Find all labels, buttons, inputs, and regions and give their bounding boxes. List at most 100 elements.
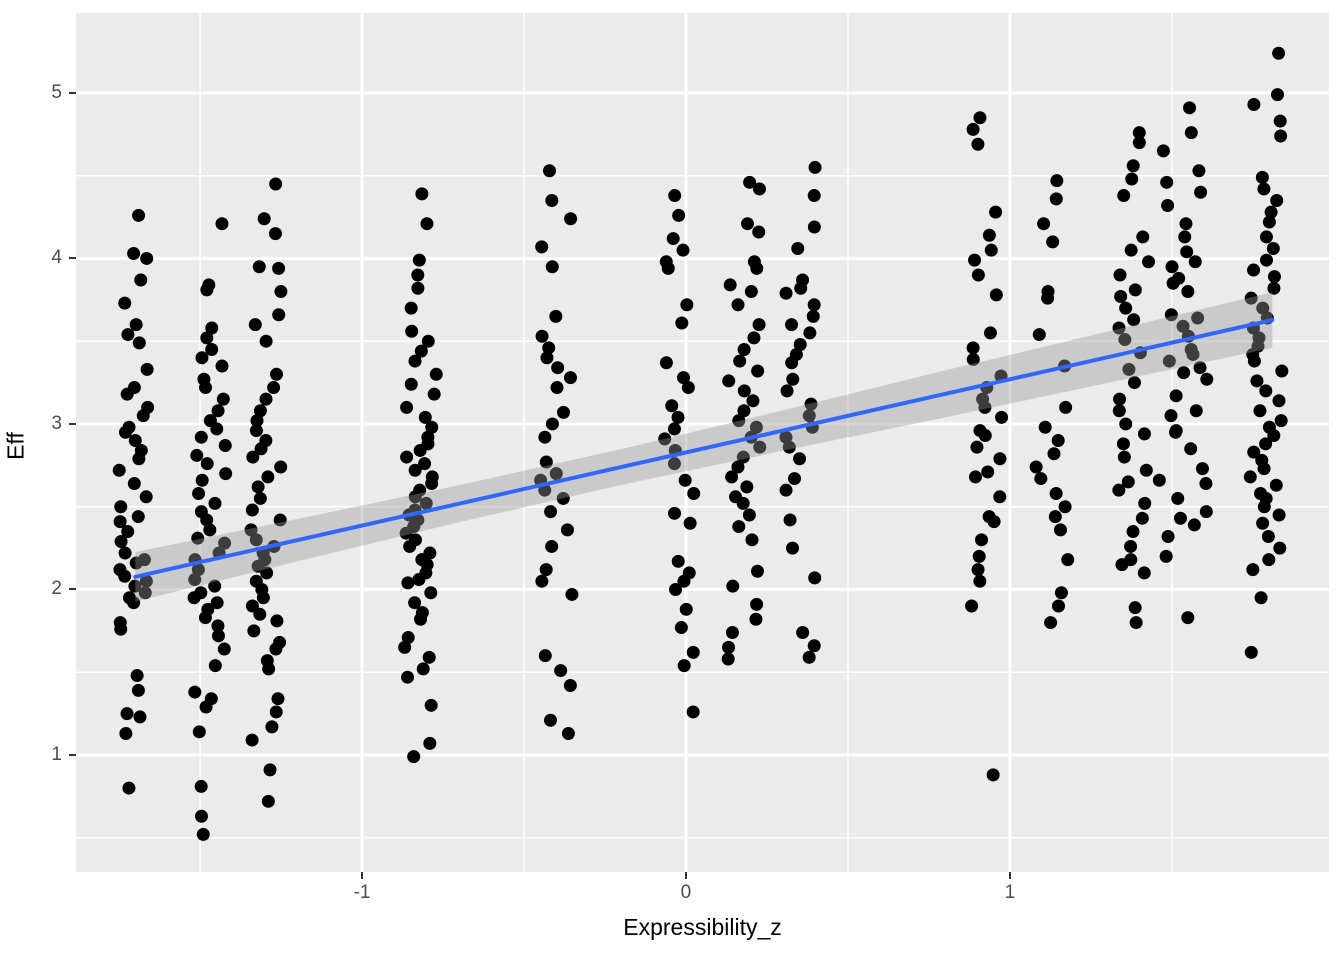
data-point xyxy=(269,177,283,191)
data-point xyxy=(208,579,222,593)
data-point xyxy=(408,463,422,477)
data-point xyxy=(721,652,735,666)
data-point xyxy=(550,381,564,395)
data-point xyxy=(401,670,415,684)
data-point xyxy=(114,622,128,636)
data-point xyxy=(1259,253,1273,267)
data-point xyxy=(970,440,984,454)
data-point xyxy=(1274,129,1288,143)
data-point xyxy=(129,556,143,570)
data-point xyxy=(1247,263,1261,277)
data-point xyxy=(205,321,219,335)
data-point xyxy=(740,480,754,494)
data-point xyxy=(413,443,427,457)
y-tick-mark xyxy=(69,753,76,756)
data-point xyxy=(216,392,230,406)
data-point xyxy=(1113,268,1127,282)
data-point xyxy=(1169,425,1183,439)
data-point xyxy=(753,440,767,454)
data-point xyxy=(398,640,412,654)
data-point xyxy=(1253,404,1267,418)
data-point xyxy=(1259,437,1273,451)
data-point xyxy=(422,650,436,664)
data-point xyxy=(671,410,685,424)
data-point xyxy=(131,510,145,524)
data-point xyxy=(1137,427,1151,441)
data-point xyxy=(661,261,675,275)
data-point xyxy=(1135,511,1149,525)
data-point xyxy=(793,452,807,466)
data-point xyxy=(556,405,570,419)
data-point xyxy=(723,278,737,292)
data-point xyxy=(265,720,279,734)
x-tick-label: 1 xyxy=(1004,882,1016,903)
data-point xyxy=(401,576,415,590)
data-point xyxy=(1257,500,1271,514)
data-point xyxy=(418,457,432,471)
data-point xyxy=(119,726,133,740)
data-point xyxy=(742,508,756,522)
data-point xyxy=(192,725,206,739)
data-point xyxy=(259,392,273,406)
data-point xyxy=(668,506,682,520)
data-point xyxy=(563,678,577,692)
data-point xyxy=(118,569,132,583)
data-point xyxy=(113,515,127,529)
data-point xyxy=(1184,126,1198,140)
data-point xyxy=(425,477,439,491)
data-point xyxy=(1115,558,1129,572)
data-point xyxy=(118,546,132,560)
data-point xyxy=(686,705,700,719)
data-point xyxy=(1129,616,1143,630)
data-point xyxy=(1116,437,1130,451)
data-point xyxy=(191,563,205,577)
data-point xyxy=(424,698,438,712)
data-point xyxy=(986,768,1000,782)
data-point xyxy=(200,457,214,471)
data-point xyxy=(260,566,274,580)
data-point xyxy=(672,208,686,222)
data-point xyxy=(551,361,565,375)
data-point xyxy=(779,430,793,444)
data-point xyxy=(993,452,1007,466)
data-point xyxy=(120,387,134,401)
data-point xyxy=(270,367,284,381)
data-point xyxy=(245,599,259,613)
data-point xyxy=(978,429,992,443)
data-point xyxy=(188,573,202,587)
data-point xyxy=(687,486,701,500)
data-point xyxy=(211,629,225,643)
data-point xyxy=(1255,170,1269,184)
data-point xyxy=(246,450,260,464)
data-point xyxy=(750,597,764,611)
data-point xyxy=(1132,126,1146,140)
data-point xyxy=(138,586,152,600)
data-point xyxy=(1257,182,1271,196)
data-point xyxy=(993,490,1007,504)
y-tick-label: 4 xyxy=(51,247,62,269)
data-point xyxy=(411,268,425,282)
data-point xyxy=(256,591,270,605)
data-point xyxy=(807,298,821,312)
data-point xyxy=(794,281,808,295)
data-point xyxy=(1038,420,1052,434)
data-point xyxy=(1126,525,1140,539)
data-point xyxy=(658,432,672,446)
y-tick-label: 1 xyxy=(51,743,62,765)
data-point xyxy=(1199,477,1213,491)
data-point xyxy=(1244,291,1258,305)
data-point xyxy=(807,189,821,203)
data-point xyxy=(132,208,146,222)
y-tick-mark xyxy=(69,91,76,94)
data-point xyxy=(261,794,275,808)
data-point xyxy=(210,422,224,436)
data-point xyxy=(554,664,568,678)
data-point xyxy=(731,460,745,474)
data-point xyxy=(1058,500,1072,514)
data-point xyxy=(1124,539,1138,553)
data-point xyxy=(415,187,429,201)
data-point xyxy=(253,491,267,505)
data-point xyxy=(736,496,750,510)
data-point xyxy=(1267,429,1281,443)
data-point xyxy=(1176,319,1190,333)
